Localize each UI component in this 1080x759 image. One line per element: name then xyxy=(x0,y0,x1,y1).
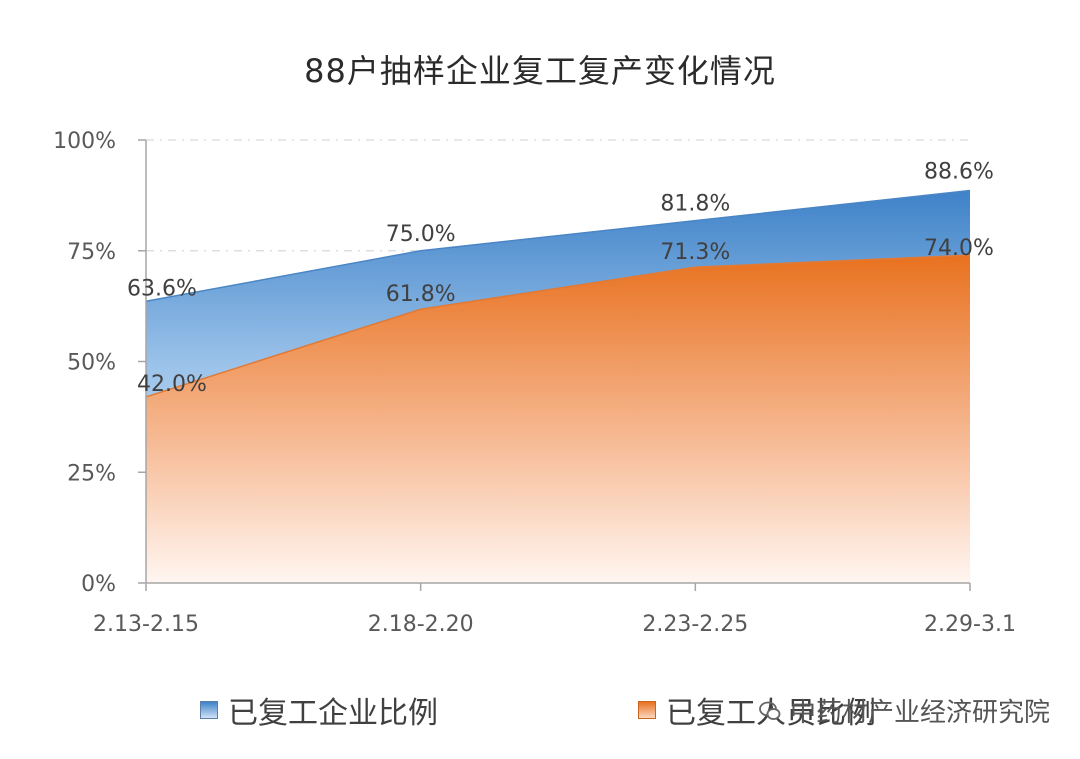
watermark-text: 中药材产业经济研究院 xyxy=(789,698,1050,728)
data-label-company: 81.8% xyxy=(660,192,730,217)
y-tick-label: 50% xyxy=(67,351,116,376)
x-tick-label: 2.23-2.25 xyxy=(642,612,748,637)
y-tick-label: 75% xyxy=(67,240,116,265)
line-series-staff xyxy=(145,254,971,398)
legend-swatch-blue xyxy=(200,701,218,719)
data-labels: 63.6% 75.0% 81.8% 88.6% 42.0% 61.8% 71.3% 74.0% xyxy=(127,160,994,397)
watermark: 中药材产业经济研究院 xyxy=(758,692,1050,729)
data-label-staff: 42.0% xyxy=(137,372,207,397)
x-tick-label: 2.18-2.20 xyxy=(368,612,474,637)
legend-label-company: 已复工企业比例 xyxy=(228,696,438,731)
legend-swatch-orange xyxy=(638,701,656,719)
data-label-company: 88.6% xyxy=(924,160,994,185)
x-tick-label: 2.13-2.15 xyxy=(93,612,199,637)
data-label-company: 63.6% xyxy=(127,276,197,301)
y-tick-label: 100% xyxy=(53,129,116,154)
area-series-staff xyxy=(146,255,970,583)
axes: 0% 25% 50% 75% 100% 2.13-2.15 2.18-2.20 2.23-2.… xyxy=(53,129,1016,637)
y-tick-label: 25% xyxy=(67,461,116,486)
legend-item-company: 已复工企业比例 xyxy=(200,688,438,732)
data-label-company: 75.0% xyxy=(386,222,456,247)
wechat-icon xyxy=(759,701,781,720)
data-label-staff: 74.0% xyxy=(924,236,994,261)
data-label-staff: 71.3% xyxy=(660,240,730,265)
y-tick-label: 0% xyxy=(81,572,116,597)
line-series-company xyxy=(145,189,971,302)
chart-title: 88户抽样企业复工复产变化情况 xyxy=(304,52,776,90)
data-label-staff: 61.8% xyxy=(386,282,456,307)
x-tick-label: 2.29-3.1 xyxy=(924,612,1016,637)
series-areas xyxy=(145,189,971,583)
